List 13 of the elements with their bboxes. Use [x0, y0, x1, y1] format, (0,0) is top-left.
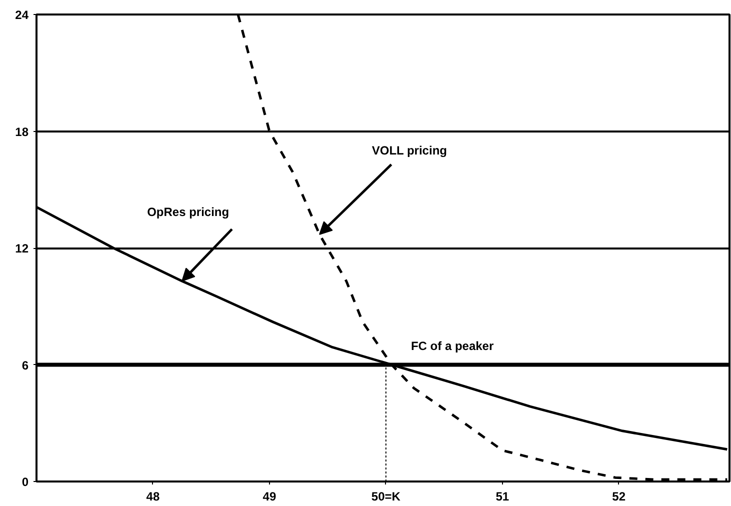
annotation: VOLL pricing: [372, 143, 447, 158]
y-tick-label: 18: [15, 124, 29, 139]
x-tick-label: 52: [612, 490, 626, 504]
x-tick-label: 48: [146, 490, 160, 504]
y-tick-label: 24: [15, 8, 29, 22]
annotation: OpRes pricing: [147, 205, 230, 220]
y-tick-label: 6: [22, 358, 29, 372]
y-tick-label: 12: [15, 242, 29, 256]
ref-line-label: FC of a peaker: [410, 338, 494, 353]
x-tick-label: 49: [262, 490, 276, 504]
x-tick-label: 51: [496, 490, 510, 504]
y-tick-label: 0: [22, 475, 29, 489]
x-tick-label: 50=K: [371, 490, 401, 504]
